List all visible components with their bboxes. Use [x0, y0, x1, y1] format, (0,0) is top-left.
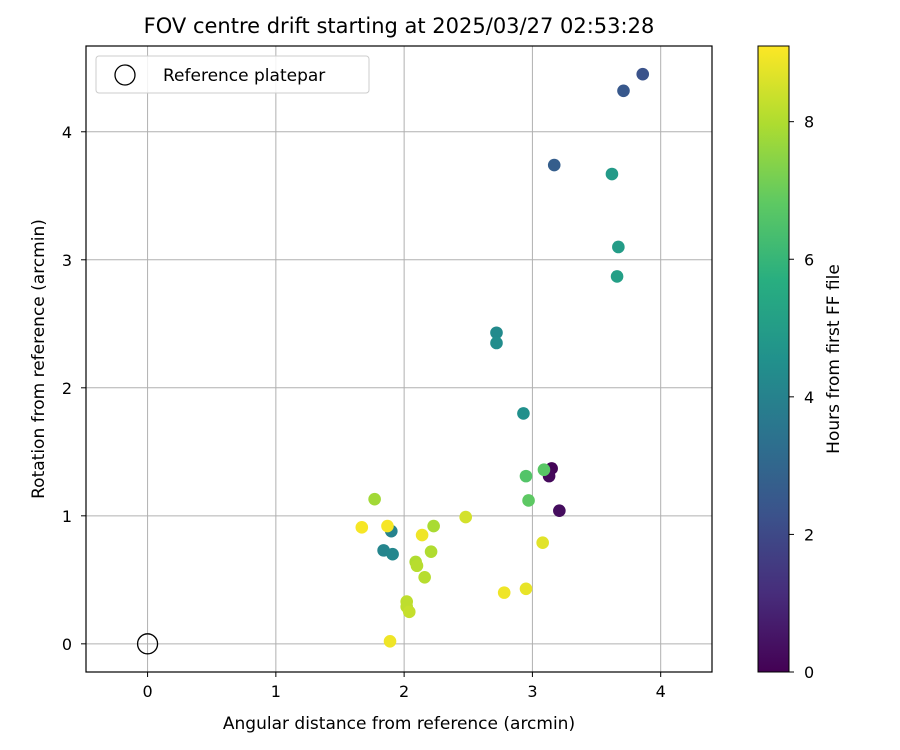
data-point — [368, 492, 381, 506]
data-point — [386, 547, 399, 561]
x-tick-label: 4 — [656, 682, 666, 701]
reference-marker — [136, 633, 159, 655]
data-point — [490, 326, 503, 340]
data-point — [459, 510, 473, 524]
grid — [86, 46, 712, 672]
data-point — [424, 545, 438, 558]
data-point — [517, 407, 530, 420]
data-point — [355, 521, 369, 534]
y-tick-label: 3 — [62, 251, 72, 270]
data-point — [605, 167, 619, 181]
data-point — [617, 84, 630, 98]
data-point — [402, 605, 416, 619]
data-point — [497, 586, 511, 599]
x-tick-label: 1 — [271, 682, 281, 701]
colorbar-tick-label: 4 — [804, 388, 814, 407]
chart-title: FOV centre drift starting at 2025/03/27 … — [144, 14, 655, 38]
data-point — [522, 494, 535, 507]
colorbar: 0 2 4 6 8 Hours from first FF file — [757, 45, 844, 682]
y-axis-label: Rotation from reference (arcmin) — [29, 219, 49, 499]
y-tick-label: 1 — [62, 507, 72, 526]
colorbar-label: Hours from first FF file — [824, 264, 844, 454]
x-axis-ticks: 0 1 2 3 4 — [142, 672, 666, 701]
data-point — [519, 469, 533, 483]
plot-frame — [85, 45, 713, 673]
data-point — [415, 528, 429, 542]
x-axis-label: Angular distance from reference (arcmin) — [223, 714, 575, 734]
data-point — [418, 570, 431, 584]
legend-marker-circle — [114, 64, 136, 86]
colorbar-tick-label: 2 — [804, 525, 814, 544]
data-points — [355, 67, 650, 648]
legend-entry-label: Reference platepar — [163, 66, 325, 86]
data-point — [537, 463, 551, 477]
data-point — [610, 270, 624, 283]
colorbar-tick-label: 6 — [804, 250, 814, 269]
data-point — [383, 634, 397, 648]
legend: Reference platepar — [95, 55, 370, 94]
y-tick-label: 0 — [62, 635, 72, 654]
data-point — [410, 559, 424, 573]
colorbar-gradient — [757, 45, 790, 673]
y-tick-label: 4 — [62, 123, 72, 142]
data-point — [553, 504, 566, 517]
data-point — [536, 536, 549, 550]
reference-point — [136, 633, 159, 655]
x-tick-label: 0 — [142, 682, 152, 701]
x-tick-label: 2 — [399, 682, 409, 701]
x-tick-label: 3 — [527, 682, 537, 701]
data-point — [381, 519, 394, 533]
y-axis-ticks: 0 1 2 3 4 — [62, 123, 86, 654]
y-tick-label: 2 — [62, 379, 72, 398]
data-point — [490, 336, 503, 350]
colorbar-tick-label: 0 — [804, 663, 814, 682]
colorbar-tick-label: 8 — [804, 113, 814, 132]
data-point — [636, 67, 650, 81]
data-point — [612, 240, 625, 254]
data-point — [519, 582, 533, 596]
data-point — [547, 158, 561, 172]
legend-box — [95, 55, 370, 94]
colorbar-ticks: 0 2 4 6 8 — [789, 113, 814, 682]
data-point — [427, 519, 440, 533]
